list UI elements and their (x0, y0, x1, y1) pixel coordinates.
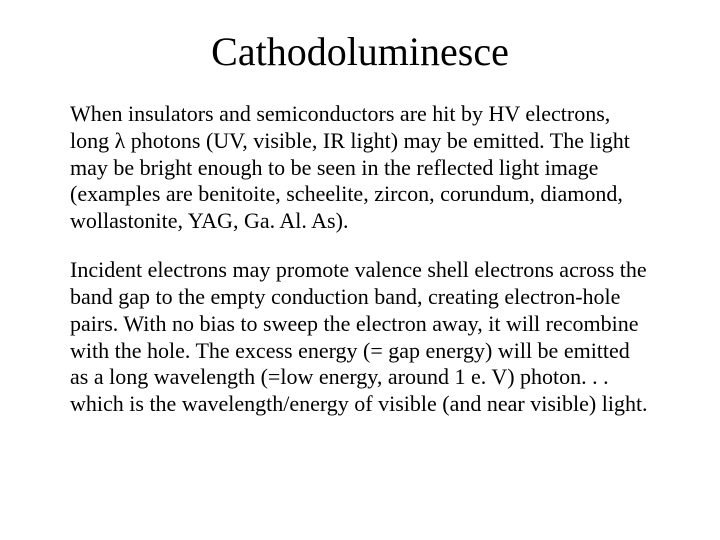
slide-title: Cathodoluminesce (70, 28, 650, 75)
paragraph-1: When insulators and semiconductors are h… (70, 101, 650, 235)
slide-container: Cathodoluminesce When insulators and sem… (0, 0, 720, 540)
paragraph-2: Incident electrons may promote valence s… (70, 257, 650, 418)
